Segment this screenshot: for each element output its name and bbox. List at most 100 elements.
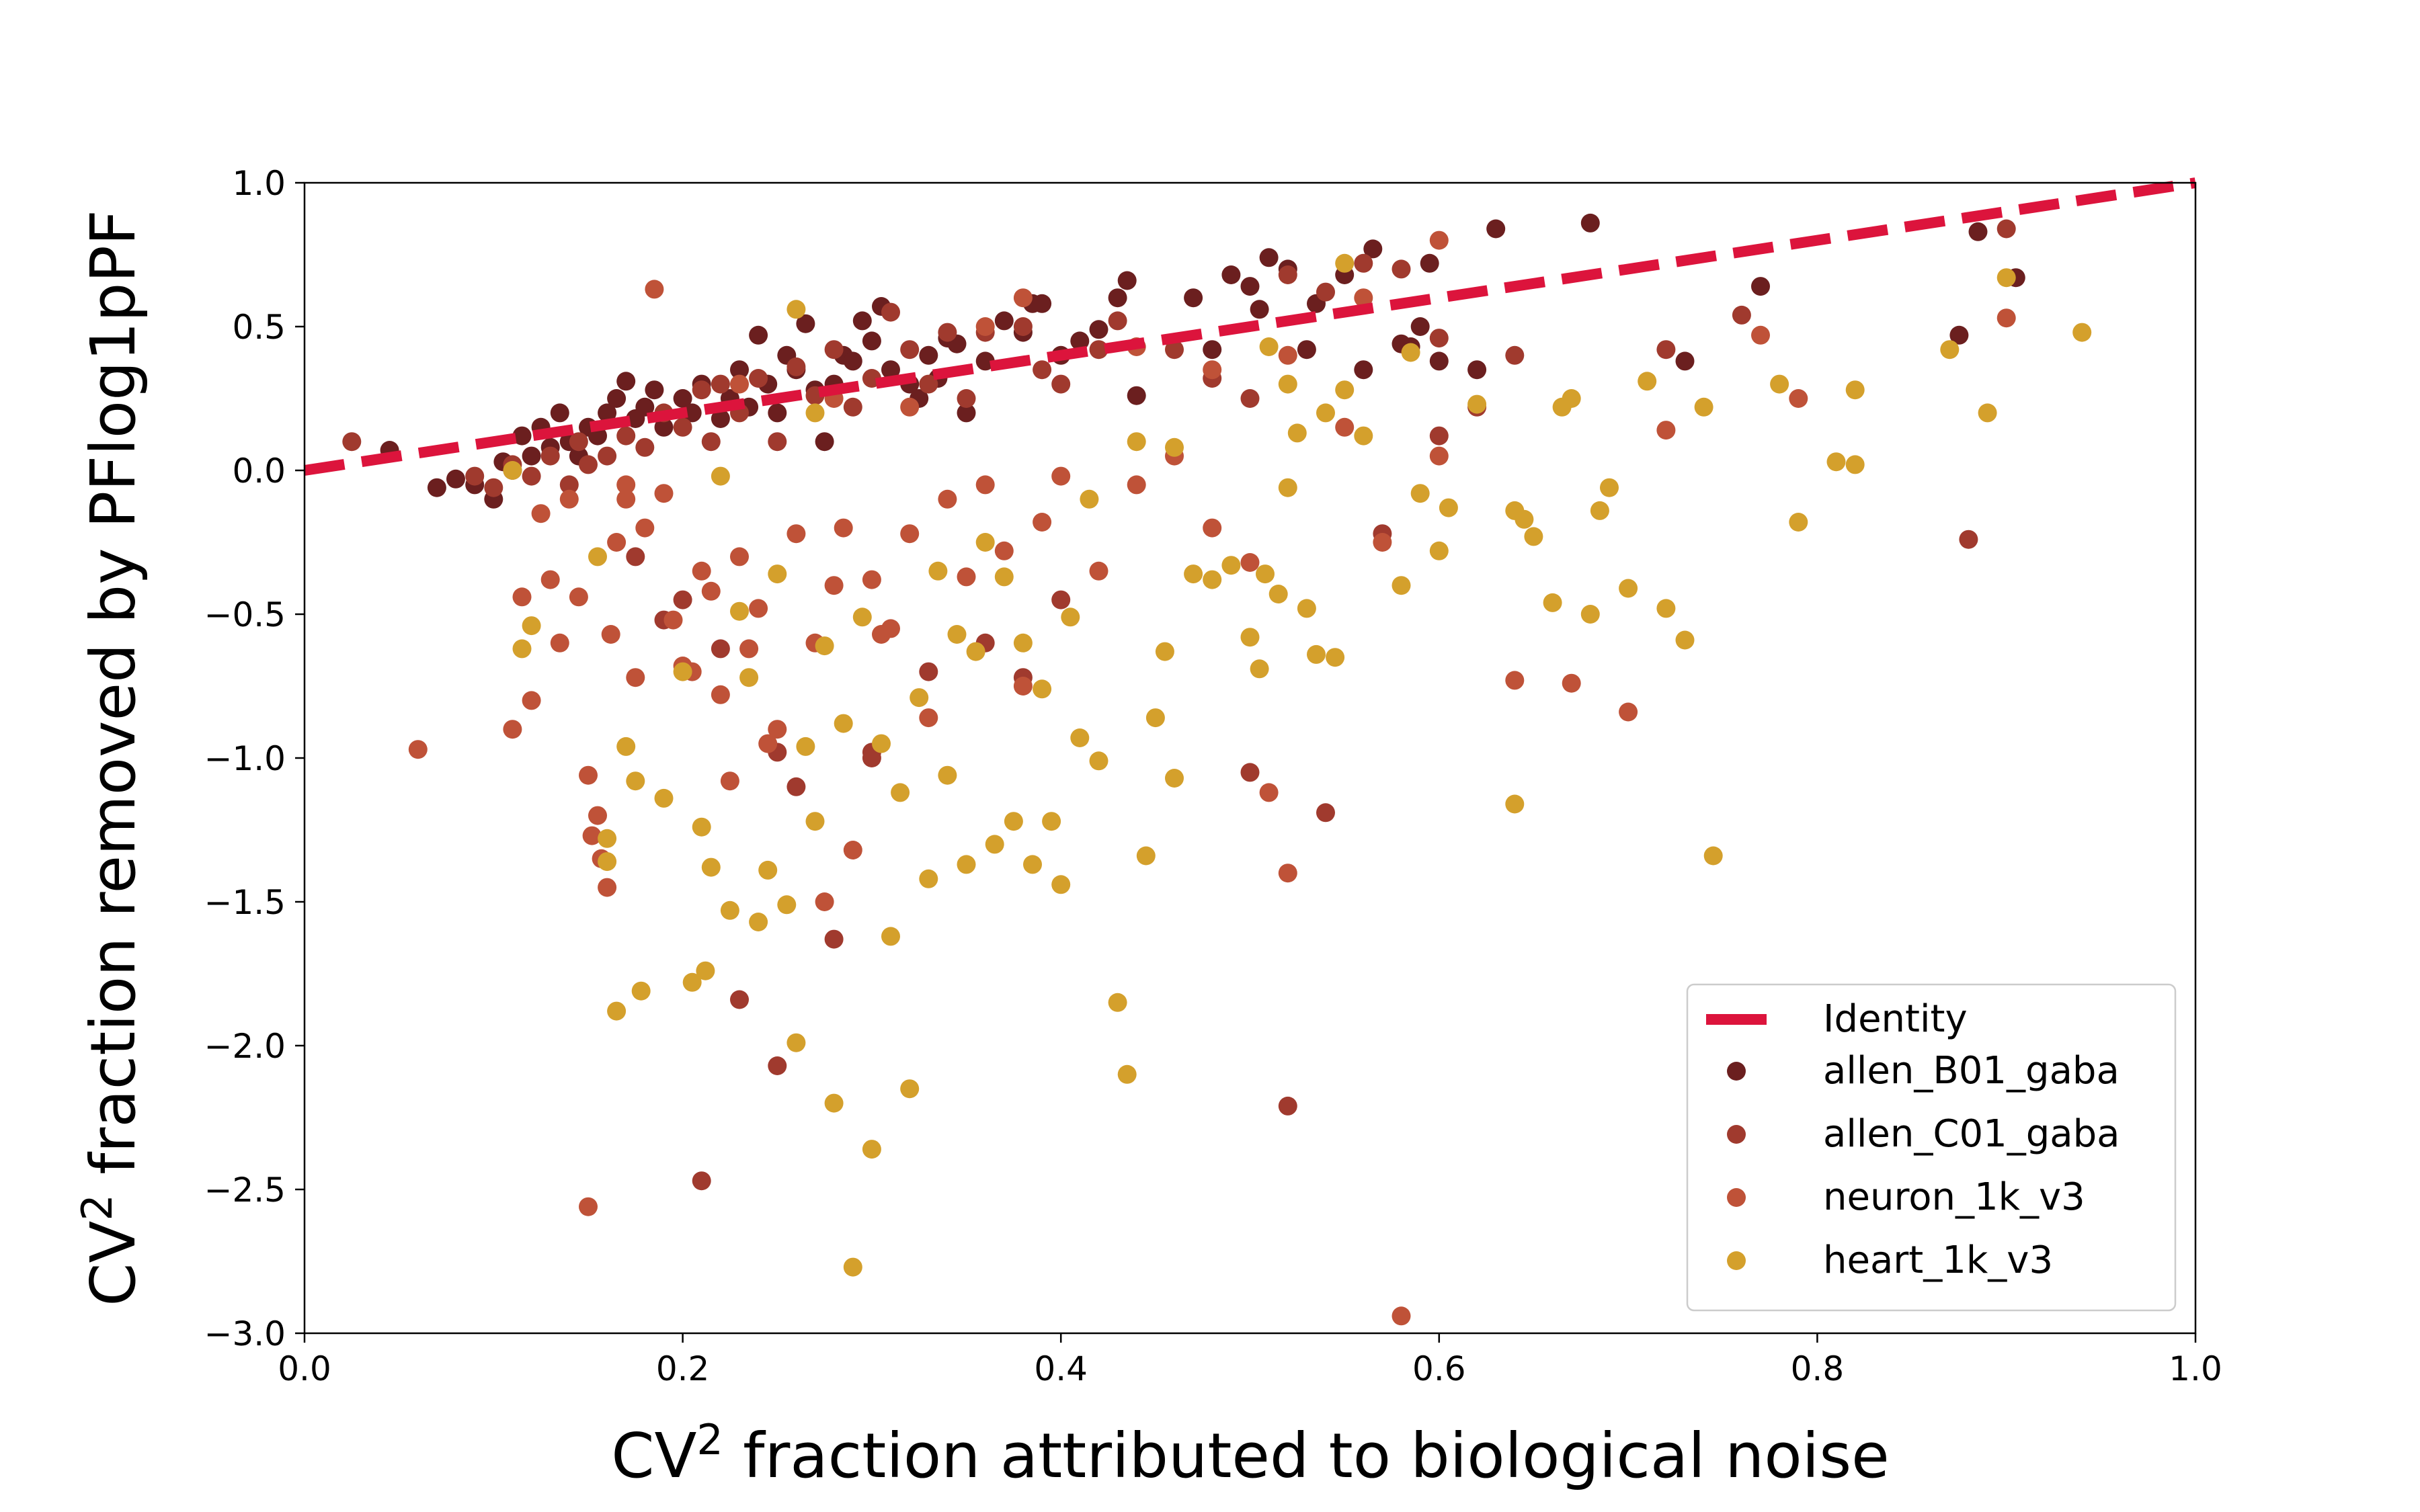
scatter-point [582,826,602,845]
scatter-point [787,1033,806,1052]
scatter-point [1590,501,1609,520]
x-axis-label: CV2 fraction attributed to biological no… [611,1415,1890,1492]
scatter-point [1278,374,1297,394]
y-tick-label: 1.0 [232,164,286,203]
scatter-point [654,417,674,437]
scatter-point [1619,702,1638,722]
scatter-point [598,446,617,466]
scatter-point [1392,576,1411,595]
scatter-point [1354,253,1373,273]
scatter-point [1619,579,1638,598]
scatter-point [758,734,778,753]
scatter-point [626,771,645,791]
scatter-point [749,913,768,931]
scatter-point [701,581,721,601]
scatter-point [550,633,569,653]
scatter-point [1373,533,1392,552]
scatter-point [1033,679,1052,699]
scatter-point [1505,794,1525,814]
scatter-point [1127,475,1146,495]
scatter-point [1845,380,1865,400]
scatter-point [919,662,938,681]
scatter-point [1061,607,1080,627]
scatter-point [616,426,636,446]
scatter-point [1080,489,1099,509]
scatter-point [1703,846,1723,866]
scatter-point [1004,812,1023,831]
scatter-point [1256,564,1275,584]
scatter-point [569,587,588,607]
scatter-point [616,737,636,756]
scatter-point [720,900,739,920]
scatter-point [862,1140,881,1159]
identity-line [303,177,2197,476]
scatter-point [730,374,749,394]
scatter-point [701,432,721,452]
scatter-point [1316,282,1335,302]
y-tick-label: −0.5 [204,595,286,634]
scatter-point [682,972,702,992]
scatter-point [824,1093,844,1113]
scatter-point [645,380,664,400]
scatter-point [1335,380,1355,400]
scatter-point [1268,585,1288,603]
scatter-point [607,389,627,408]
scatter-point [673,662,692,681]
scatter-point [1467,360,1487,380]
scatter-point [598,403,617,423]
scatter-point [1580,605,1600,624]
scatter-point [1240,553,1260,572]
scatter-point [503,461,522,480]
scatter-point [598,852,617,872]
scatter-point [1259,783,1279,802]
scatter-point [975,317,995,336]
scatter-point [1429,446,1449,466]
x-tick-label: 0.6 [1412,1349,1466,1388]
scatter-point [1089,320,1108,339]
scatter-point [616,489,636,509]
scatter-point [1316,403,1335,423]
scatter-point [966,642,985,661]
scatter-point [881,302,900,322]
scatter-point [522,691,541,710]
scatter-point [872,734,891,753]
scatter-point [815,636,834,656]
scatter-point [540,570,560,589]
scatter-point [1505,345,1525,365]
scatter-point [2072,323,2092,342]
scatter-point [1023,855,1042,874]
scatter-point [1278,478,1297,497]
scatter-point [1694,397,1713,417]
scatter-point [1420,253,1439,273]
scatter-point [1250,300,1269,319]
scatter-point [635,518,655,538]
y-tick-label: −1.5 [204,883,286,922]
scatter-point [1959,530,1978,549]
scatter-point [607,533,627,552]
scatter-point [601,625,620,644]
scatter-point [1467,394,1487,414]
series-heart_1k_v3 [503,253,2092,1277]
scatter-point [994,311,1014,331]
legend-label: heart_1k_v3 [1823,1238,2053,1282]
legend-label: neuron_1k_v3 [1823,1175,2085,1219]
scatter-point [1656,421,1676,440]
scatter-point [1656,599,1676,618]
scatter-point [1401,343,1420,362]
scatter-point [692,1171,711,1191]
scatter-point [1108,311,1127,331]
scatter-point [616,475,636,495]
scatter-point [975,475,995,495]
scatter-point [522,466,541,486]
scatter-point [900,1079,920,1099]
scatter-point [1108,993,1127,1012]
scatter-point [1259,248,1279,267]
points-layer [342,213,2092,1326]
scatter-point [1287,423,1307,443]
scatter-point [579,1197,598,1216]
scatter-point [1392,1306,1411,1326]
scatter-point [503,720,522,739]
scatter-point [1013,677,1033,696]
scatter-point [720,771,739,791]
scatter-point [910,688,929,708]
